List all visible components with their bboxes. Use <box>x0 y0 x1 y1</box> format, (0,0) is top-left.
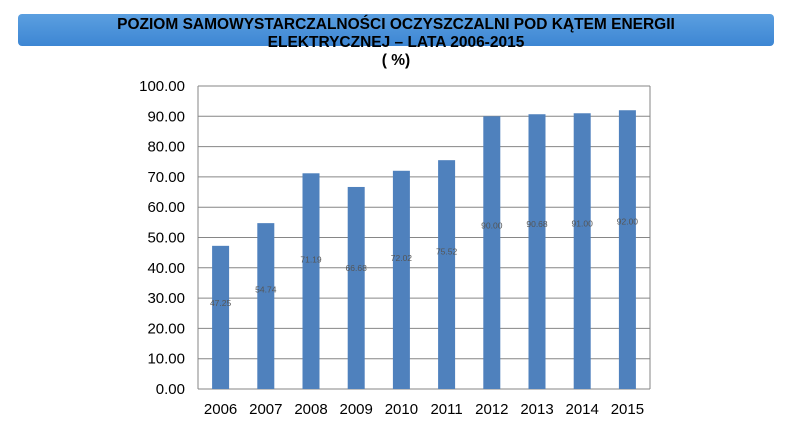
x-tick-label: 2008 <box>294 401 327 418</box>
bar <box>302 173 320 389</box>
data-label: 66.68 <box>346 263 368 273</box>
chart-title-line-3: ( %) <box>381 52 411 69</box>
bar <box>528 114 546 390</box>
x-tick-label: 2013 <box>520 401 553 418</box>
bar <box>257 223 275 389</box>
data-label: 90.68 <box>526 219 548 229</box>
y-tick-label: 90.00 <box>147 108 185 125</box>
x-tick-label: 2009 <box>340 401 373 418</box>
x-tick-label: 2015 <box>611 401 644 418</box>
bar <box>573 113 591 390</box>
data-label: 54.74 <box>255 284 277 294</box>
y-tick-label: 10.00 <box>147 351 185 368</box>
chart-title-line-2: ELEKTRYCZNEJ – LATA 2006-2015 <box>267 34 525 51</box>
chart-title: POZIOM SAMOWYSTARCZALNOŚCI OCZYSZCZALNI … <box>18 16 774 70</box>
bar <box>347 186 365 389</box>
bar <box>438 160 456 389</box>
chart-title-line-1: POZIOM SAMOWYSTARCZALNOŚCI OCZYSZCZALNI … <box>117 16 675 33</box>
y-tick-label: 60.00 <box>147 199 185 216</box>
data-label: 72.02 <box>391 253 413 263</box>
y-tick-label: 20.00 <box>147 320 185 337</box>
x-tick-label: 2012 <box>475 401 508 418</box>
bar <box>483 116 501 390</box>
y-tick-label: 70.00 <box>147 169 185 186</box>
data-label: 91.00 <box>572 219 594 229</box>
data-label: 71.19 <box>300 255 322 265</box>
x-tick-label: 2011 <box>430 401 462 418</box>
bar <box>618 110 636 390</box>
x-tick-label: 2006 <box>204 401 237 418</box>
data-label: 47.25 <box>210 298 232 308</box>
x-tick-label: 2014 <box>566 401 599 418</box>
y-tick-label: 40.00 <box>147 260 185 277</box>
x-tick-label: 2007 <box>249 401 282 418</box>
title-banner <box>18 14 774 46</box>
y-tick-label: 80.00 <box>147 139 185 156</box>
x-tick-label: 2010 <box>385 401 418 418</box>
y-tick-label: 50.00 <box>147 230 185 247</box>
data-label: 90.00 <box>481 220 503 230</box>
bar <box>392 170 410 389</box>
data-label: 75.52 <box>436 247 458 257</box>
y-tick-label: 30.00 <box>147 290 185 307</box>
data-label: 92.00 <box>617 217 639 227</box>
bar <box>212 245 230 389</box>
y-tick-label: 0.00 <box>156 381 185 398</box>
y-tick-label: 100.00 <box>139 78 185 95</box>
